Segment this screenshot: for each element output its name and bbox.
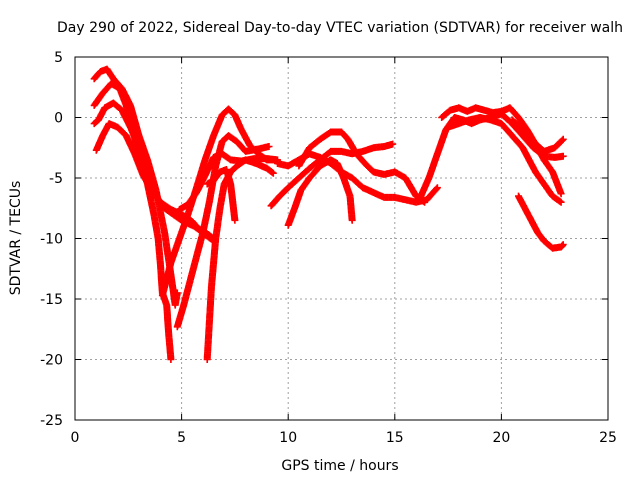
data-point <box>348 216 356 224</box>
x-tick-label: 5 <box>177 430 186 446</box>
data-point <box>557 198 565 206</box>
x-tick-label: 15 <box>386 430 404 446</box>
y-tick-label: 0 <box>54 111 63 127</box>
data-series <box>90 65 567 363</box>
x-tick-label: 20 <box>492 430 510 446</box>
series-arc-16 <box>444 114 565 206</box>
data-point <box>389 140 397 148</box>
data-point <box>269 169 277 177</box>
y-tick-label: -15 <box>40 292 63 308</box>
x-tick-label: 10 <box>279 430 297 446</box>
y-tick-label: -5 <box>49 171 63 187</box>
data-point <box>559 241 567 249</box>
data-point <box>231 216 239 224</box>
series-arc-18 <box>515 192 567 252</box>
series-arc-6 <box>173 132 273 331</box>
data-point <box>559 135 567 143</box>
x-tick-label: 0 <box>71 430 80 446</box>
y-tick-label: 5 <box>54 50 63 66</box>
data-point <box>433 184 441 192</box>
series-arc-7 <box>176 150 281 213</box>
data-point <box>173 289 181 297</box>
data-point <box>265 143 273 150</box>
series-arc-9 <box>203 166 239 224</box>
y-tick-label: -20 <box>40 353 63 369</box>
axis-ticks: 0 5 10 15 20 25 5 0 -5 -10 -15 -20 -25 <box>40 50 617 446</box>
y-tick-label: -10 <box>40 232 63 248</box>
data-point <box>167 356 175 363</box>
chart-title: Day 290 of 2022, Sidereal Day-to-day VTE… <box>57 20 623 36</box>
series-arc-13 <box>274 150 441 206</box>
series-arc-8 <box>203 156 277 363</box>
data-point <box>558 136 566 144</box>
series-arc-17 <box>508 116 567 155</box>
y-tick-label: -25 <box>40 413 63 429</box>
data-point <box>559 152 567 160</box>
x-axis-label: GPS time / hours <box>281 458 398 474</box>
series-arc-4 <box>92 120 218 242</box>
data-point <box>557 190 565 198</box>
y-axis-label: SDTVAR / TECUs <box>8 181 24 296</box>
x-tick-label: 25 <box>599 430 617 446</box>
